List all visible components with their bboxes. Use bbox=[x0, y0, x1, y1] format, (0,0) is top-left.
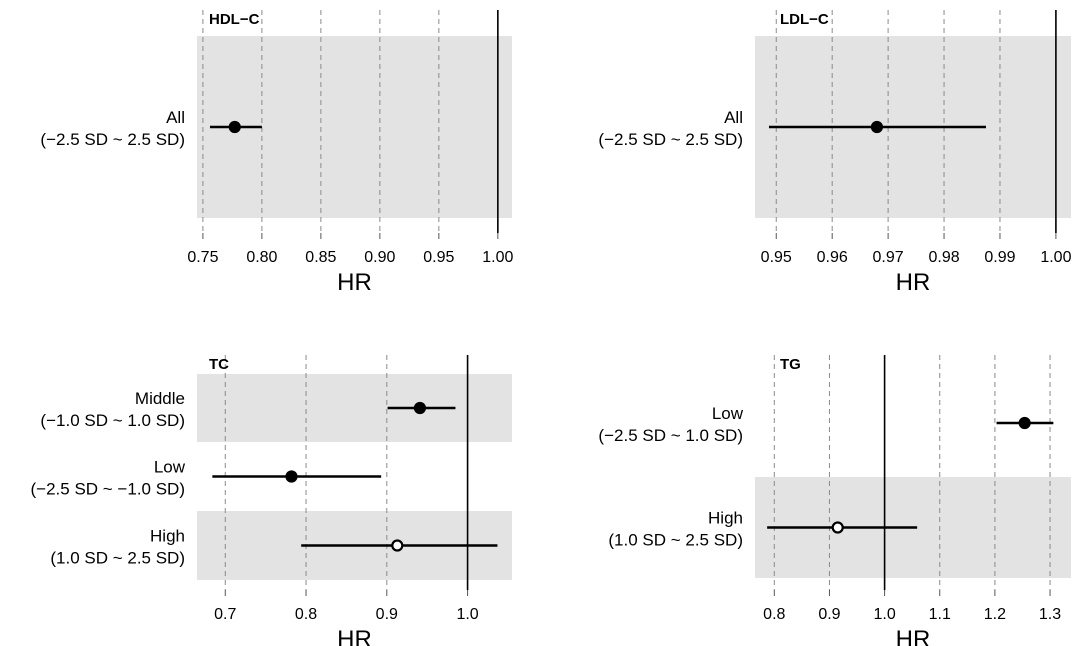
panel-title: LDL−C bbox=[780, 11, 829, 28]
x-tick-label: 0.96 bbox=[817, 249, 848, 266]
x-tick-label: 0.98 bbox=[928, 249, 959, 266]
row-label: Middle bbox=[135, 389, 185, 408]
row-range-label: (−2.5 SD ~ 2.5 SD) bbox=[598, 130, 743, 149]
x-axis-title: HR bbox=[337, 626, 372, 646]
row-label: Low bbox=[712, 404, 744, 423]
x-tick-label: 0.9 bbox=[376, 606, 398, 623]
x-tick-label: 0.8 bbox=[763, 606, 785, 623]
x-tick-label: 0.97 bbox=[873, 249, 904, 266]
x-tick-label: 0.99 bbox=[984, 249, 1015, 266]
x-tick-label: 0.85 bbox=[305, 249, 336, 266]
point-estimate bbox=[228, 120, 241, 134]
x-tick-label: 0.8 bbox=[295, 606, 317, 623]
panel-title: TC bbox=[209, 356, 229, 373]
x-tick-label: 1.2 bbox=[984, 606, 1006, 623]
x-axis-title: HR bbox=[337, 269, 372, 296]
x-tick-label: 0.7 bbox=[214, 606, 236, 623]
x-tick-label: 1.0 bbox=[456, 606, 478, 623]
x-tick-label: 0.95 bbox=[423, 249, 454, 266]
row-label: All bbox=[166, 108, 185, 127]
x-tick-label: 1.1 bbox=[929, 606, 951, 623]
row-range-label: (1.0 SD ~ 2.5 SD) bbox=[50, 549, 185, 568]
x-tick-label: 0.9 bbox=[818, 606, 840, 623]
open-point-estimate bbox=[391, 539, 404, 552]
forest-panel: TC Middle (−1.0 SD ~ 1.0 SD) Low (−2.5 SD ~ … bbox=[31, 355, 512, 646]
row-label: High bbox=[708, 509, 743, 528]
point-estimate bbox=[285, 470, 298, 483]
row-range-label: (1.0 SD ~ 2.5 SD) bbox=[608, 531, 743, 550]
row-range-label: (−2.5 SD ~ 1.0 SD) bbox=[598, 426, 743, 445]
open-point-estimate bbox=[831, 521, 844, 534]
x-tick-label: 1.3 bbox=[1039, 606, 1061, 623]
x-tick-label: 1.00 bbox=[482, 249, 513, 266]
panel-title: TG bbox=[780, 356, 801, 373]
point-estimate bbox=[413, 401, 427, 415]
row-shade-band bbox=[197, 374, 512, 442]
x-tick-label: 0.90 bbox=[364, 249, 395, 266]
point-estimate bbox=[1018, 416, 1031, 430]
panel-title: HDL−C bbox=[209, 11, 260, 28]
x-tick-label: 1.00 bbox=[1040, 249, 1071, 266]
x-tick-label: 0.75 bbox=[187, 249, 218, 266]
point-estimate bbox=[870, 120, 884, 134]
x-axis-title: HR bbox=[896, 269, 931, 296]
forest-panel: HDL−C All (−2.5 SD ~ 2.5 SD) 0.75 0.80 0.85 0.… bbox=[40, 10, 514, 296]
row-label: All bbox=[724, 108, 743, 127]
x-axis-title: HR bbox=[896, 626, 931, 646]
forest-panel: LDL−C All (−2.5 SD ~ 2.5 SD) 0.95 0.96 0.97 0.… bbox=[598, 10, 1072, 296]
x-tick-label: 0.95 bbox=[761, 249, 792, 266]
row-label: Low bbox=[154, 458, 186, 477]
forest-panel: TG Low (−2.5 SD ~ 1.0 SD) High (1.0 SD ~ 2.5… bbox=[598, 355, 1071, 646]
x-tick-label: 0.80 bbox=[246, 249, 277, 266]
row-range-label: (−2.5 SD ~ 2.5 SD) bbox=[40, 130, 185, 149]
row-range-label: (−1.0 SD ~ 1.0 SD) bbox=[40, 411, 185, 430]
row-range-label: (−2.5 SD ~ −1.0 SD) bbox=[31, 480, 186, 499]
row-label: High bbox=[150, 527, 185, 546]
x-tick-label: 1.0 bbox=[873, 606, 895, 623]
